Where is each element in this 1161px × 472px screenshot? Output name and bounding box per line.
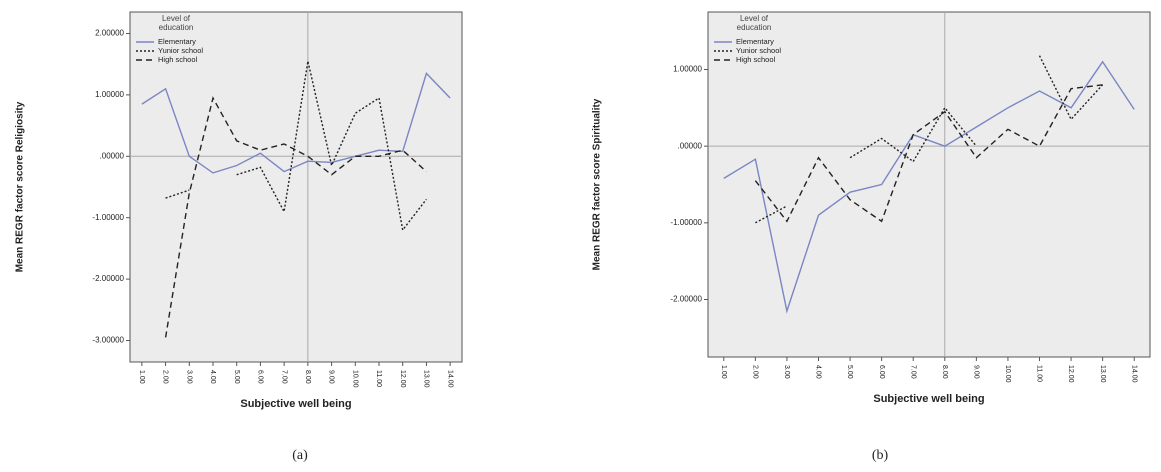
x-tick-label: 8.00 — [304, 370, 311, 384]
x-tick-label: 7.00 — [280, 370, 287, 384]
chart: 2.00000 1.00000 .00000 -1.00000 -2.00000 -3.0… — [15, 11, 463, 463]
y-tick-label: -1.00000 — [670, 218, 702, 227]
x-tick-label: 7.00 — [909, 365, 916, 379]
y-tick-label: -2.00000 — [670, 295, 702, 304]
x-tick-label: 14.00 — [446, 370, 453, 388]
x-tick-label: 9.00 — [328, 370, 335, 384]
x-tick-label: 2.00 — [162, 370, 169, 384]
x-tick-label: 3.00 — [185, 370, 192, 384]
y-axis-title: Mean REGR factor score Spirituality — [592, 98, 603, 270]
caption: (a) — [292, 448, 308, 463]
y-tick-label: 1.00000 — [673, 65, 702, 74]
legend-label: High school — [158, 55, 198, 64]
legend-label: Yunior school — [158, 46, 203, 55]
series-line — [755, 55, 1104, 224]
x-tick-label: 11.00 — [375, 370, 382, 387]
legend-title: Level of education — [158, 14, 194, 32]
x-tick-label: 1.00 — [138, 370, 145, 384]
x-tick-label: 10.00 — [351, 370, 358, 388]
y-tick-label: -3.00000 — [92, 336, 124, 345]
x-axis-title: Subjective well being — [240, 398, 351, 410]
x-tick-label: 5.00 — [846, 365, 853, 379]
x-tick-label: 12.00 — [399, 370, 406, 388]
plot-area — [129, 11, 463, 363]
legend-label: High school — [736, 55, 776, 64]
caption: (b) — [872, 448, 889, 463]
y-tick-label: .00000 — [678, 141, 703, 150]
x-axis-title: Subjective well being — [873, 393, 984, 405]
x-tick-label: 1.00 — [720, 365, 727, 379]
legend-title: Level of education — [736, 14, 772, 32]
legend-label: Elementary — [158, 37, 196, 46]
x-tick-label: 8.00 — [941, 365, 948, 379]
series-line — [723, 60, 1135, 314]
y-tick-label: -1.00000 — [92, 213, 124, 222]
x-tick-label: 9.00 — [973, 365, 980, 379]
x-tick-label: 10.00 — [1004, 365, 1011, 383]
x-tick-label: 5.00 — [233, 370, 240, 384]
x-tick-label: 12.00 — [1067, 365, 1074, 383]
legend-title-box: Level of education — [158, 14, 194, 32]
y-tick-label: 1.00000 — [95, 90, 124, 99]
x-tick-label: 4.00 — [209, 370, 216, 384]
x-tick-label: 2.00 — [752, 365, 759, 379]
y-tick-label: 2.00000 — [95, 29, 124, 38]
y-tick-label: -2.00000 — [92, 274, 124, 283]
x-tick-label: 13.00 — [423, 370, 430, 388]
legend-label: Elementary — [736, 37, 774, 46]
series-line — [754, 84, 1103, 223]
x-tick-label: 3.00 — [783, 365, 790, 379]
x-tick-label: 6.00 — [878, 365, 885, 379]
legend-title-box: Level of education — [736, 14, 772, 32]
y-axis-title: Mean REGR factor score Religiosity — [15, 101, 26, 272]
x-tick-label: 13.00 — [1099, 365, 1106, 383]
series-line — [165, 60, 427, 232]
x-tick-label: 14.00 — [1130, 365, 1137, 383]
chart: 1.00000 .00000 -1.00000 -2.00000 1.00 2.00 3.0… — [592, 11, 1151, 463]
y-tick-label: .00000 — [100, 151, 125, 160]
legend-label: Yunior school — [736, 46, 781, 55]
plot-area — [707, 11, 1151, 358]
x-tick-label: 6.00 — [257, 370, 264, 384]
x-tick-label: 4.00 — [815, 365, 822, 379]
x-tick-label: 11.00 — [1036, 365, 1043, 382]
